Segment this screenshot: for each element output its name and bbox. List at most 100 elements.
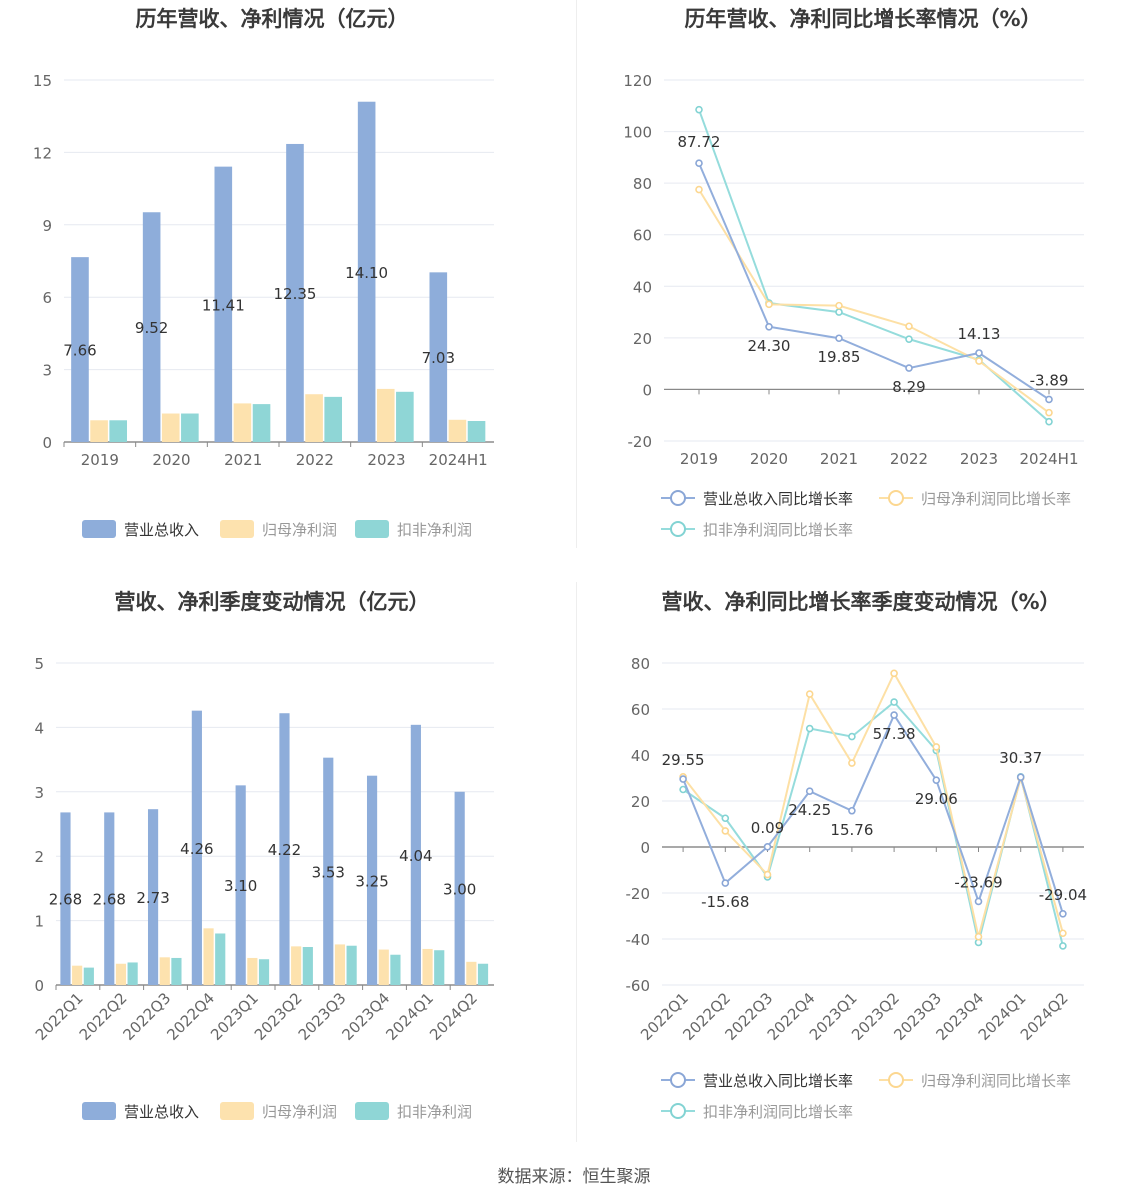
data-point — [975, 357, 983, 365]
bar — [429, 272, 448, 442]
bar — [466, 961, 477, 985]
data-point — [932, 743, 941, 751]
legend-label: 归母净利润 — [262, 521, 337, 539]
bar — [159, 957, 170, 985]
bar — [191, 710, 202, 985]
data-point — [905, 364, 913, 372]
y-tick-label: 60 — [631, 701, 650, 719]
data-point — [975, 349, 983, 357]
x-tick-label: 2023Q3 — [295, 989, 350, 1044]
bar — [127, 962, 138, 985]
x-tick-label: 2024Q2 — [1017, 989, 1072, 1044]
data-point — [848, 759, 856, 767]
data-point — [765, 300, 773, 309]
bar — [115, 963, 127, 985]
data-point — [763, 842, 772, 851]
x-tick-label: 2024H1 — [1020, 450, 1079, 468]
bar — [477, 963, 489, 985]
bar — [60, 812, 71, 985]
data-point — [1045, 417, 1053, 426]
bar — [203, 928, 214, 985]
y-tick-label: -20 — [626, 885, 651, 903]
bar — [252, 404, 271, 442]
data-point — [805, 787, 814, 796]
data-point — [765, 322, 773, 331]
legend-label: 扣非净利润同比增长率 — [703, 521, 853, 539]
legend-marker — [670, 490, 686, 506]
legend-swatch — [355, 1102, 389, 1120]
data-point — [974, 897, 983, 906]
data-label: 19.85 — [818, 348, 861, 366]
bar — [378, 949, 389, 985]
x-tick-label: 2022 — [890, 450, 928, 468]
data-point — [1016, 773, 1025, 781]
series-line — [682, 671, 1064, 937]
data-point — [695, 159, 703, 168]
x-tick-label: 2020 — [750, 450, 788, 468]
data-point — [805, 724, 814, 733]
data-point — [835, 301, 843, 310]
data-label: 12.35 — [273, 285, 316, 303]
legend-label: 营业总收入 — [124, 521, 199, 539]
data-point — [763, 870, 772, 879]
annual-revenue-profit-chart: 历年营收、净利情况（亿元） 0 3 6 9 12 15 2019 2020 2021 2022 202… — [33, 7, 494, 539]
bar — [366, 775, 378, 985]
data-label: 57.38 — [873, 725, 916, 743]
legend-label: 营业总收入同比增长率 — [703, 490, 853, 508]
data-point — [835, 308, 843, 316]
x-tick-label: 2023Q2 — [251, 989, 306, 1044]
y-tick-label: 6 — [42, 289, 52, 307]
y-tick-label: 0 — [34, 977, 44, 995]
data-label: 7.66 — [63, 342, 96, 360]
bar — [346, 945, 357, 985]
x-tick-label: 2022Q3 — [120, 989, 175, 1044]
data-point — [932, 776, 941, 784]
bar — [235, 785, 246, 985]
bar — [258, 959, 270, 985]
data-label: 4.04 — [399, 847, 432, 865]
bar — [448, 419, 467, 442]
x-tick-label: 2023Q4 — [339, 989, 394, 1044]
bar — [324, 396, 342, 442]
y-tick-label: 4 — [34, 719, 44, 737]
x-tick-label: 2023 — [367, 451, 405, 469]
bar — [181, 413, 199, 442]
data-point — [679, 775, 687, 783]
y-tick-label: 5 — [34, 655, 44, 673]
data-point — [890, 711, 898, 719]
source-note: 数据来源：恒生聚源 — [497, 1167, 651, 1187]
data-point — [848, 732, 856, 741]
x-tick-label: 2022Q2 — [76, 989, 131, 1044]
y-tick-label: 40 — [631, 747, 650, 765]
y-tick-label: 3 — [42, 362, 52, 380]
panel-divider-bottom — [576, 582, 577, 1142]
legend-label: 扣非净利润 — [397, 1103, 472, 1121]
bar — [396, 391, 414, 442]
bar — [467, 421, 486, 442]
data-point — [1059, 909, 1067, 918]
bar — [215, 933, 226, 985]
bar — [302, 947, 313, 985]
bar — [286, 143, 304, 442]
bar — [434, 950, 445, 985]
data-label: -15.68 — [701, 893, 749, 911]
data-label: 3.00 — [443, 880, 476, 898]
data-label: 2.73 — [136, 889, 169, 907]
quarterly-revenue-profit-chart: 营收、净利季度变动情况（亿元）0123452022Q12022Q22022Q32… — [32, 590, 494, 1121]
y-tick-label: -60 — [626, 977, 651, 995]
data-label: 29.55 — [662, 751, 705, 769]
data-point — [1045, 408, 1053, 417]
y-tick-label: 80 — [631, 655, 650, 673]
legend-swatch — [82, 520, 116, 538]
bar — [171, 957, 182, 985]
bar — [376, 388, 395, 442]
data-label: 7.03 — [422, 349, 455, 367]
data-label: 0.09 — [751, 819, 784, 837]
data-label: 4.22 — [268, 841, 301, 859]
x-tick-label: 2024H1 — [429, 451, 488, 469]
data-label: -3.89 — [1030, 371, 1069, 389]
y-tick-label: 9 — [42, 217, 52, 235]
bar — [410, 724, 421, 985]
bar — [233, 403, 252, 442]
data-point — [890, 669, 898, 678]
